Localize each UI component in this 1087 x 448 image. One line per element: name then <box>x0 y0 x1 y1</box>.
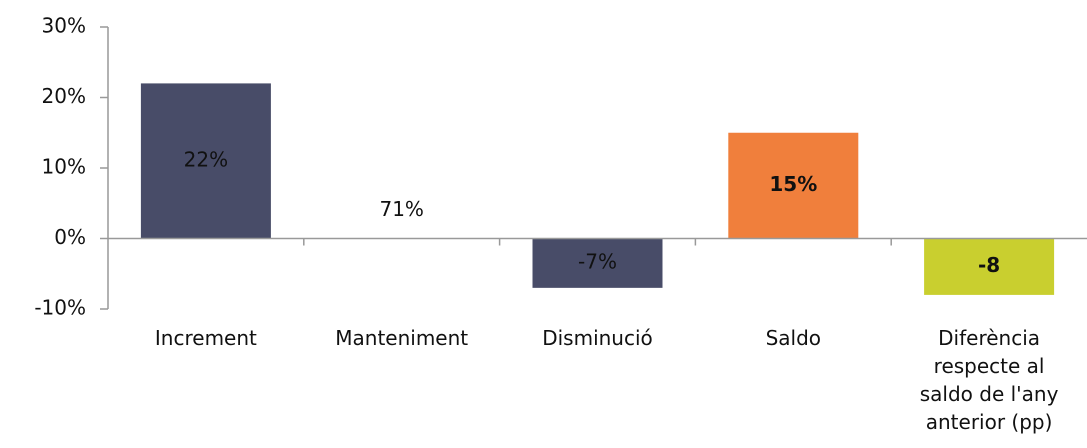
x-tick-label: Manteniment <box>335 326 469 350</box>
bar <box>532 238 663 288</box>
y-tick-label: 10% <box>42 155 86 179</box>
x-tick-label: Increment <box>154 326 257 350</box>
bar <box>728 132 859 239</box>
y-tick-label: 0% <box>54 225 86 249</box>
y-tick-label: 20% <box>42 84 86 108</box>
value-label: 71% <box>379 197 423 221</box>
bar <box>924 238 1055 295</box>
x-tick-label: Disminució <box>542 326 653 350</box>
bar <box>140 83 271 239</box>
x-tick-label: Saldo <box>765 326 822 350</box>
value-label: 15% <box>769 172 817 196</box>
x-tick-label: Diferència respecte al saldo de l'any an… <box>919 326 1059 434</box>
y-tick-label: -10% <box>34 296 86 320</box>
value-label: -7% <box>578 250 617 274</box>
y-tick-label: 30% <box>42 14 86 38</box>
value-label: 22% <box>184 147 228 171</box>
value-label: -8 <box>978 253 1000 277</box>
